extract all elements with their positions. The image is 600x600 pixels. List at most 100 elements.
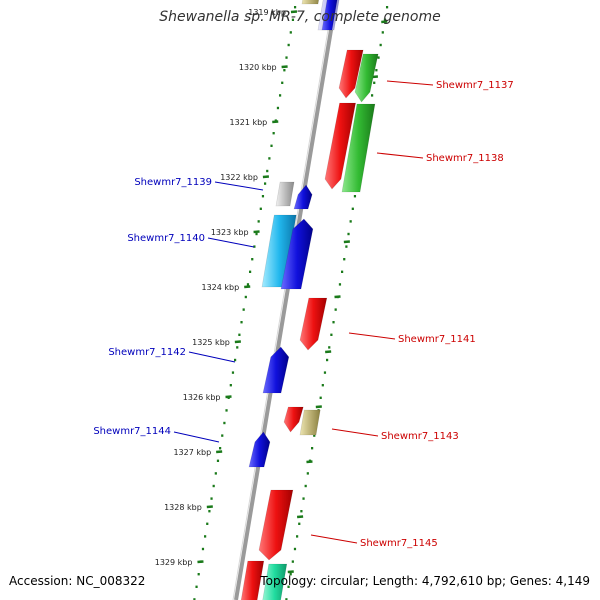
gene-leader-line xyxy=(331,428,379,437)
left-tick-track-dot xyxy=(257,220,260,223)
tick-mark-right xyxy=(306,460,313,464)
gene-label: Shewmr7_1141 xyxy=(398,334,476,345)
right-tick-track-dot xyxy=(302,497,305,500)
gene-leader-line xyxy=(376,152,424,159)
left-tick-track-dot xyxy=(287,43,290,47)
gene-arrow-1145 xyxy=(258,489,294,561)
right-tick-track-dot xyxy=(340,270,344,273)
gene-arrow-1139 xyxy=(293,184,313,210)
gene-leader-line xyxy=(207,237,255,248)
right-tick-track-dot xyxy=(323,371,327,374)
left-tick-track-dot xyxy=(197,573,200,576)
left-tick-track-dot xyxy=(240,321,243,324)
tick-mark xyxy=(225,395,232,399)
left-tick-track-dot xyxy=(291,18,295,21)
tick-label: 1325 kbp xyxy=(192,338,230,347)
gene-arrow-1138-red xyxy=(324,102,356,190)
gene-arrow-1143 xyxy=(299,409,321,436)
tick-label: 1326 kbp xyxy=(183,393,221,402)
right-tick-track-dot xyxy=(381,31,384,34)
gene-arrow-top-blue xyxy=(321,0,338,31)
tick-mark-right xyxy=(381,20,388,24)
left-tick-track-dot xyxy=(195,585,198,588)
left-tick-track-dot xyxy=(293,6,297,9)
left-tick-track-dot xyxy=(255,232,258,236)
right-tick-track-dot xyxy=(370,94,374,97)
gene-arrow-1138 xyxy=(341,103,376,193)
left-tick-track-dot xyxy=(229,384,232,387)
right-tick-track-dot xyxy=(296,535,299,538)
gene-label: Shewmr7_1139 xyxy=(134,177,212,188)
genome-backbone-highlight xyxy=(232,0,334,600)
tick-mark-right xyxy=(297,515,304,519)
left-tick-track-dot xyxy=(210,497,213,500)
tick-label: 1321 kbp xyxy=(230,118,268,127)
gene-leader-line xyxy=(188,351,236,363)
right-tick-track-dot xyxy=(353,195,357,198)
right-tick-track-dot xyxy=(351,207,354,210)
left-tick-track-dot xyxy=(242,308,245,311)
tick-label: 1320 kbp xyxy=(239,63,277,72)
right-tick-track-dot xyxy=(334,308,337,311)
right-tick-track-dot xyxy=(311,447,314,450)
right-tick-track-dot xyxy=(338,283,342,286)
tick-mark xyxy=(290,10,298,14)
gene-arrow-bottom-red xyxy=(240,560,265,600)
left-tick-track-dot xyxy=(270,144,273,147)
right-tick-track-dot xyxy=(385,6,389,9)
left-tick-track-dot xyxy=(248,270,252,273)
left-tick-track-dot xyxy=(214,472,217,475)
genome-backbone-line xyxy=(234,0,338,600)
tick-label: 1322 kbp xyxy=(220,173,258,182)
topology-text: Topology: circular; Length: 4,792,610 bp… xyxy=(260,574,590,588)
accession-text: Accession: NC_008322 xyxy=(9,574,146,588)
left-tick-track-dot xyxy=(268,157,271,160)
right-tick-track-dot xyxy=(285,598,288,600)
gene-leader-line xyxy=(386,80,434,86)
map-title: Shewanella sp. MR-7, complete genome xyxy=(159,9,441,25)
left-tick-track-dot xyxy=(231,371,235,374)
right-tick-track-dot xyxy=(300,510,303,513)
left-tick-track-dot xyxy=(278,94,282,97)
gene-label: Shewmr7_1145 xyxy=(360,538,438,549)
right-tick-track-dot xyxy=(313,434,316,437)
right-tick-track-dot xyxy=(289,573,292,576)
right-tick-track xyxy=(285,6,389,600)
left-tick-track-dot xyxy=(216,459,220,462)
right-tick-track-dot xyxy=(383,18,387,21)
right-tick-track-dot xyxy=(298,522,301,525)
tick-mark xyxy=(262,175,270,179)
gene-arrow-1137-green xyxy=(354,53,379,103)
tick-label: 1323 kbp xyxy=(211,228,249,237)
right-tick-track-dot xyxy=(328,346,331,349)
right-tick-track-dot xyxy=(319,396,322,399)
tick-mark xyxy=(244,285,251,289)
gene-leader-line xyxy=(348,332,396,340)
right-tick-track-dot xyxy=(343,258,346,261)
right-tick-track-dot xyxy=(349,220,352,223)
left-tick-track-dot xyxy=(251,258,254,261)
gene-arrow-1143-red xyxy=(283,406,304,433)
left-tick-track-dot xyxy=(219,447,222,450)
gene-arrow-1139-gray xyxy=(275,181,295,207)
tick-label: 1328 kbp xyxy=(164,503,202,512)
gene-label: Shewmr7_1142 xyxy=(108,347,186,358)
gene-arrow-1144 xyxy=(248,431,271,468)
left-tick-track-dot xyxy=(266,169,269,173)
tick-mark xyxy=(253,230,260,234)
right-tick-track-dot xyxy=(330,333,333,336)
right-tick-track-dot xyxy=(287,585,290,588)
tick-mark-right xyxy=(287,570,294,574)
right-tick-track-dot xyxy=(375,69,378,72)
gene-label: Shewmr7_1138 xyxy=(426,153,504,164)
left-tick-track-dot xyxy=(208,510,211,513)
tick-label: 1329 kbp xyxy=(155,558,193,567)
left-tick-track-dot xyxy=(204,535,207,538)
left-tick-track-dot xyxy=(234,358,237,362)
left-tick-track-dot xyxy=(283,69,286,72)
left-tick-track-dot xyxy=(201,547,205,551)
gene-label: Shewmr7_1140 xyxy=(127,233,205,244)
right-tick-track-dot xyxy=(291,560,294,563)
gene-arrow-1141 xyxy=(299,297,328,351)
gene-label: Shewmr7_1144 xyxy=(93,426,171,437)
